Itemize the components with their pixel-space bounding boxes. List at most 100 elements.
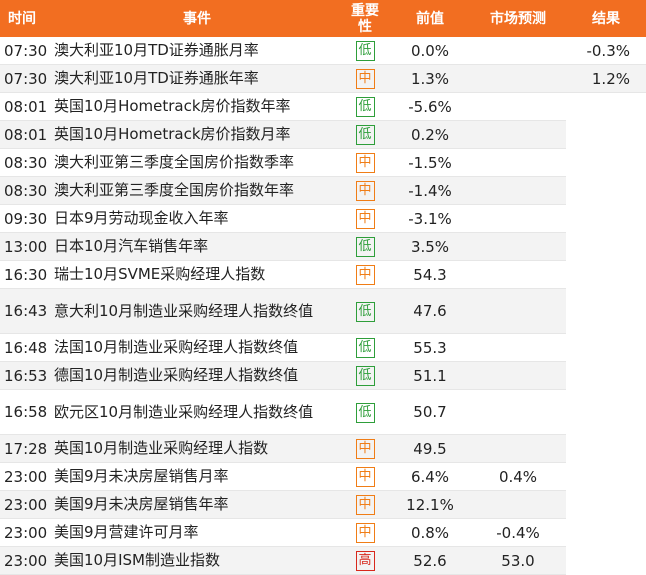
importance-cell: 中 (340, 518, 390, 547)
event-name: 德国10月制造业采购经理人指数终值 (54, 361, 340, 390)
event-time: 16:58 (0, 389, 54, 435)
previous-value: 0.2% (390, 120, 470, 149)
event-name: 法国10月制造业采购经理人指数终值 (54, 333, 340, 362)
forecast-value (470, 389, 566, 435)
importance-cell: 低 (340, 232, 390, 261)
importance-badge: 低 (355, 237, 375, 257)
event-time: 09:30 (0, 204, 54, 233)
event-name: 澳大利亚10月TD证券通胀月率 (54, 37, 340, 65)
table-row: 23:00 美国9月未决房屋销售月率中 6.4% 0.4% (0, 462, 646, 491)
importance-cell: 低 (340, 37, 390, 65)
header-importance-line1: 重要 (351, 2, 379, 19)
event-time: 08:01 (0, 92, 54, 121)
table-row: 08:01 英国10月Hometrack房价指数月率低 0.2% (0, 120, 646, 149)
importance-cell: 中 (340, 490, 390, 519)
result-value (566, 333, 646, 362)
event-time: 17:28 (0, 434, 54, 463)
previous-value: -3.1% (390, 204, 470, 233)
table-row: 13:00 日本10月汽车销售年率低 3.5% (0, 232, 646, 261)
result-value (566, 120, 646, 149)
result-value (566, 546, 646, 575)
previous-value: -1.5% (390, 148, 470, 177)
event-time: 23:00 (0, 490, 54, 519)
table-row: 16:48 法国10月制造业采购经理人指数终值低 55.3 (0, 333, 646, 362)
forecast-value (470, 361, 566, 390)
result-value (566, 232, 646, 261)
event-name: 美国10月ISM制造业指数 (54, 546, 340, 575)
event-time: 07:30 (0, 37, 54, 65)
event-name: 意大利10月制造业采购经理人指数终值 (54, 288, 340, 334)
table-row: 23:00 美国9月营建许可月率中 0.8% -0.4% (0, 518, 646, 547)
forecast-value (470, 92, 566, 121)
event-time: 07:30 (0, 64, 54, 93)
forecast-value: -0.4% (470, 518, 566, 547)
previous-value: 54.3 (390, 260, 470, 289)
event-time: 16:53 (0, 361, 54, 390)
forecast-value (470, 37, 566, 65)
table-row: 08:30 澳大利亚第三季度全国房价指数季率中 -1.5% (0, 148, 646, 177)
result-value (566, 389, 646, 435)
event-name: 美国9月未决房屋销售年率 (54, 490, 340, 519)
event-name: 美国9月未决房屋销售月率 (54, 462, 340, 491)
table-row: 09:30 日本9月劳动现金收入年率中 -3.1% (0, 204, 646, 233)
header-importance: 重要性 (340, 0, 390, 37)
header-forecast: 市场预测 (470, 0, 566, 37)
importance-badge: 低 (355, 301, 375, 322)
importance-cell: 低 (340, 92, 390, 121)
forecast-value (470, 204, 566, 233)
importance-badge: 中 (355, 467, 375, 487)
event-time: 16:48 (0, 333, 54, 362)
result-value (566, 462, 646, 491)
table-row: 16:58 欧元区10月制造业采购经理人指数终值低 50.7 (0, 389, 646, 435)
importance-badge: 低 (355, 338, 375, 358)
event-time: 16:30 (0, 260, 54, 289)
importance-cell: 低 (340, 288, 390, 334)
forecast-value (470, 64, 566, 93)
importance-badge: 中 (355, 181, 375, 201)
forecast-value (470, 232, 566, 261)
previous-value: 47.6 (390, 288, 470, 334)
event-time: 13:00 (0, 232, 54, 261)
importance-badge: 中 (355, 265, 375, 285)
event-name: 英国10月Hometrack房价指数年率 (54, 92, 340, 121)
event-time: 16:43 (0, 288, 54, 334)
header-time: 时间 (0, 0, 54, 37)
importance-cell: 低 (340, 120, 390, 149)
forecast-value: 53.0 (470, 546, 566, 575)
result-value (566, 176, 646, 205)
importance-badge: 低 (355, 125, 375, 145)
previous-value: 3.5% (390, 232, 470, 261)
importance-badge: 中 (355, 153, 375, 173)
previous-value: 0.0% (390, 37, 470, 65)
event-name: 澳大利亚第三季度全国房价指数年率 (54, 176, 340, 205)
table-row: 16:30 瑞士10月SVME采购经理人指数中 54.3 (0, 260, 646, 289)
forecast-value (470, 120, 566, 149)
importance-cell: 低 (340, 361, 390, 390)
forecast-value (470, 333, 566, 362)
importance-cell: 高 (340, 546, 390, 575)
result-value: 1.2% (566, 64, 646, 93)
result-value (566, 260, 646, 289)
forecast-value: 0.4% (470, 462, 566, 491)
previous-value: 12.1% (390, 490, 470, 519)
importance-badge: 中 (355, 523, 375, 543)
previous-value: -5.6% (390, 92, 470, 121)
forecast-value (470, 490, 566, 519)
result-value (566, 361, 646, 390)
result-value (566, 518, 646, 547)
importance-badge: 高 (355, 551, 375, 571)
importance-cell: 中 (340, 434, 390, 463)
previous-value: 51.1 (390, 361, 470, 390)
table-row: 23:00 美国9月未决房屋销售年率中 12.1% (0, 490, 646, 519)
result-value (566, 490, 646, 519)
event-name: 美国9月营建许可月率 (54, 518, 340, 547)
table-row: 17:28 英国10月制造业采购经理人指数中 49.5 (0, 434, 646, 463)
event-name: 澳大利亚10月TD证券通胀年率 (54, 64, 340, 93)
forecast-value (470, 288, 566, 334)
result-value (566, 92, 646, 121)
previous-value: 52.6 (390, 546, 470, 575)
result-value (566, 288, 646, 334)
result-value (566, 434, 646, 463)
event-name: 英国10月制造业采购经理人指数 (54, 434, 340, 463)
